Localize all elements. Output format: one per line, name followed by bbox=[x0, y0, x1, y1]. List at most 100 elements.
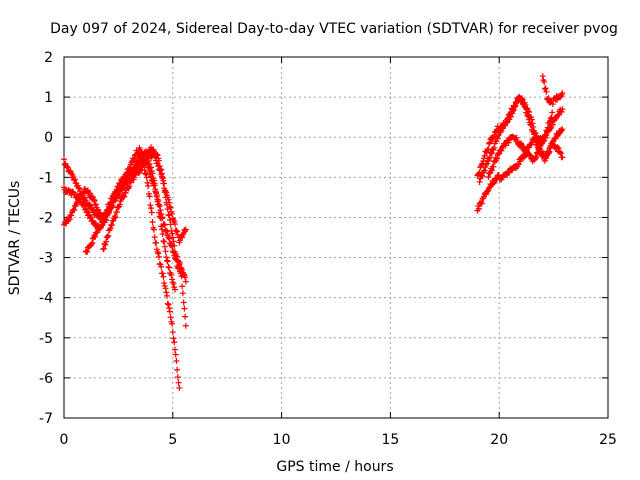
data-point bbox=[92, 201, 99, 208]
data-point bbox=[130, 157, 137, 164]
data-point bbox=[100, 245, 107, 252]
data-point bbox=[536, 146, 543, 153]
data-point bbox=[163, 292, 170, 299]
data-point bbox=[94, 229, 101, 236]
data-point bbox=[154, 198, 161, 205]
chart-title: Day 097 of 2024, Sidereal Day-to-day VTE… bbox=[50, 21, 618, 37]
data-point bbox=[136, 157, 143, 164]
x-tick-label: 10 bbox=[273, 432, 291, 448]
data-point bbox=[126, 183, 133, 190]
data-point bbox=[162, 248, 169, 255]
y-tick-label: 0 bbox=[44, 130, 53, 146]
data-point bbox=[87, 214, 94, 221]
data-point bbox=[555, 145, 562, 152]
data-point bbox=[111, 213, 118, 220]
data-point bbox=[177, 259, 184, 266]
data-point bbox=[491, 133, 498, 140]
data-point bbox=[165, 301, 172, 308]
data-point bbox=[132, 165, 139, 172]
data-point bbox=[513, 134, 520, 141]
data-point bbox=[168, 227, 175, 234]
data-point bbox=[157, 166, 164, 173]
data-point bbox=[120, 194, 127, 201]
data-point bbox=[495, 172, 502, 179]
data-point bbox=[98, 222, 105, 229]
data-point bbox=[171, 339, 178, 346]
data-point bbox=[488, 150, 495, 157]
data-point bbox=[163, 201, 170, 208]
y-tick-label: -7 bbox=[39, 411, 53, 427]
data-point bbox=[79, 190, 86, 197]
y-axis-label: SDTVAR / TECUs bbox=[7, 181, 23, 296]
data-point bbox=[538, 141, 545, 148]
data-point bbox=[180, 271, 187, 278]
data-point bbox=[142, 171, 149, 178]
data-point bbox=[102, 241, 109, 248]
data-point bbox=[483, 161, 490, 168]
data-point bbox=[163, 254, 170, 261]
data-point bbox=[105, 210, 112, 217]
data-point bbox=[549, 109, 556, 116]
data-point bbox=[160, 273, 167, 280]
data-point bbox=[86, 201, 93, 208]
y-tick-label: -1 bbox=[39, 170, 53, 186]
data-point bbox=[475, 205, 482, 212]
data-point bbox=[85, 209, 92, 216]
data-point bbox=[476, 178, 483, 185]
data-point bbox=[162, 194, 169, 201]
data-point bbox=[517, 158, 524, 165]
y-tick-label: -4 bbox=[39, 291, 53, 307]
data-point bbox=[480, 158, 487, 165]
data-point bbox=[152, 188, 159, 195]
data-point bbox=[167, 204, 174, 211]
data-point bbox=[161, 185, 168, 192]
data-point bbox=[163, 289, 170, 296]
data-point bbox=[156, 209, 163, 216]
data-point bbox=[169, 234, 176, 241]
y-tick-label: 2 bbox=[44, 50, 53, 66]
x-axis-label: GPS time / hours bbox=[276, 459, 393, 475]
data-point bbox=[150, 226, 157, 233]
series-track-i bbox=[485, 90, 566, 181]
data-point bbox=[541, 86, 548, 93]
data-point bbox=[143, 174, 150, 181]
data-point bbox=[163, 228, 170, 235]
data-point bbox=[486, 154, 493, 161]
data-point bbox=[490, 180, 497, 187]
data-point bbox=[514, 98, 521, 105]
data-point bbox=[502, 142, 509, 149]
data-point bbox=[182, 226, 189, 233]
data-point bbox=[172, 351, 179, 358]
data-point bbox=[166, 305, 173, 312]
series-track-f bbox=[474, 106, 566, 214]
data-point bbox=[174, 228, 181, 235]
data-point bbox=[161, 280, 168, 287]
data-point bbox=[477, 164, 484, 171]
data-point bbox=[557, 150, 564, 157]
data-point bbox=[159, 270, 166, 277]
data-point bbox=[541, 78, 548, 85]
data-point bbox=[542, 85, 549, 92]
data-point bbox=[171, 346, 178, 353]
data-point bbox=[91, 197, 98, 204]
data-point bbox=[488, 167, 495, 174]
data-point bbox=[92, 233, 99, 240]
data-point bbox=[116, 201, 123, 208]
data-point bbox=[491, 144, 498, 151]
data-point bbox=[107, 225, 114, 232]
x-tick-label: 5 bbox=[168, 432, 177, 448]
data-point bbox=[515, 161, 522, 168]
data-point bbox=[180, 299, 187, 306]
data-point bbox=[144, 179, 151, 186]
data-point bbox=[167, 221, 174, 228]
data-point bbox=[164, 258, 171, 265]
series-track-j bbox=[539, 73, 555, 106]
data-point bbox=[179, 234, 186, 241]
data-point bbox=[146, 193, 153, 200]
data-point bbox=[182, 313, 189, 320]
data-point bbox=[162, 285, 169, 292]
data-point bbox=[542, 131, 549, 138]
data-point bbox=[179, 290, 186, 297]
data-point bbox=[532, 153, 539, 160]
